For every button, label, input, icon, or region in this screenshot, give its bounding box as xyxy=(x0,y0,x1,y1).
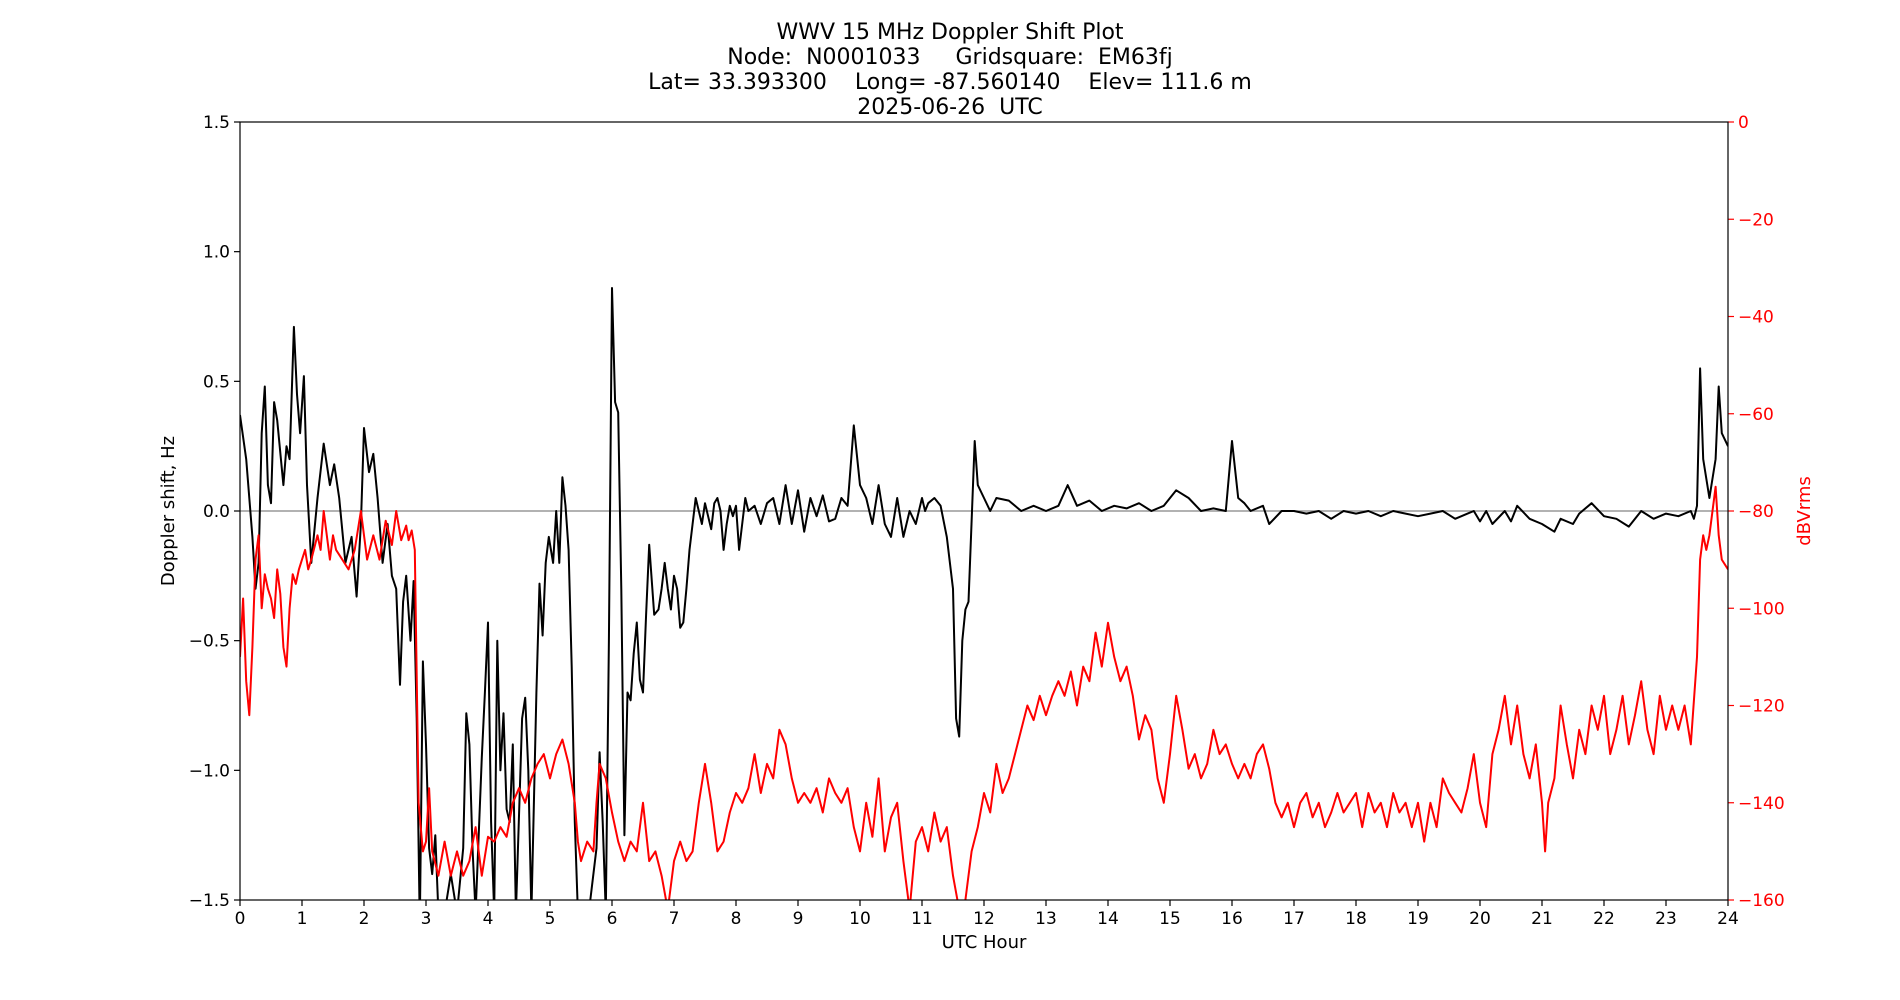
x-tick-label: 10 xyxy=(849,909,871,929)
y-axis-label-left: Doppler shift, Hz xyxy=(158,436,179,586)
x-tick-label: 21 xyxy=(1531,909,1553,929)
power-series-line xyxy=(240,485,1728,900)
x-tick-label: 0 xyxy=(235,909,246,929)
x-tick-label: 5 xyxy=(545,909,556,929)
y-right-tick-label: −80 xyxy=(1738,502,1774,522)
y-right-tick-label: −60 xyxy=(1738,405,1774,425)
x-tick-label: 15 xyxy=(1159,909,1181,929)
x-tick-label: 17 xyxy=(1283,909,1305,929)
x-tick-label: 1 xyxy=(297,909,308,929)
y-right-tick-label: −140 xyxy=(1738,794,1785,814)
x-tick-label: 2 xyxy=(359,909,370,929)
y-left-tick-label: 1.5 xyxy=(203,113,230,133)
y-left-tick-label: −0.5 xyxy=(189,632,230,652)
y-right-tick-label: −20 xyxy=(1738,210,1774,230)
y-left-tick-label: −1.5 xyxy=(189,891,230,911)
title-line-1: WWV 15 MHz Doppler Shift Plot xyxy=(776,20,1124,45)
x-tick-label: 9 xyxy=(793,909,804,929)
y-right-tick-label: −40 xyxy=(1738,308,1774,328)
x-tick-label: 24 xyxy=(1717,909,1739,929)
y-left-tick-label: 0.5 xyxy=(203,372,230,392)
y-left-tick-label: −1.0 xyxy=(189,761,230,781)
x-tick-label: 11 xyxy=(911,909,933,929)
x-axis-label: UTC Hour xyxy=(942,932,1027,953)
x-tick-label: 7 xyxy=(669,909,680,929)
y-right-tick-label: −160 xyxy=(1738,891,1785,911)
x-tick-label: 12 xyxy=(973,909,995,929)
title-line-3: Lat= 33.393300 Long= -87.560140 Elev= 11… xyxy=(648,70,1252,95)
x-tick-label: 6 xyxy=(607,909,618,929)
x-tick-label: 4 xyxy=(483,909,494,929)
x-tick-label: 3 xyxy=(421,909,432,929)
y-right-tick-label: −120 xyxy=(1738,697,1785,717)
x-tick-label: 22 xyxy=(1593,909,1615,929)
x-tick-label: 16 xyxy=(1221,909,1243,929)
y-left-tick-label: 0.0 xyxy=(203,502,230,522)
x-tick-label: 8 xyxy=(731,909,742,929)
y-left-tick-label: 1.0 xyxy=(203,243,230,263)
x-tick-label: 13 xyxy=(1035,909,1057,929)
chart-title: WWV 15 MHz Doppler Shift Plot Node: N000… xyxy=(0,20,1900,120)
x-tick-label: 23 xyxy=(1655,909,1677,929)
x-tick-label: 19 xyxy=(1407,909,1429,929)
y-right-tick-label: −100 xyxy=(1738,599,1785,619)
x-tick-label: 18 xyxy=(1345,909,1367,929)
x-tick-label: 14 xyxy=(1097,909,1119,929)
title-line-2: Node: N0001033 Gridsquare: EM63fj xyxy=(727,45,1173,70)
doppler-series-line xyxy=(240,287,1728,900)
y-axis-label-right: dBVrms xyxy=(1794,476,1815,546)
y-right-tick-label: 0 xyxy=(1738,113,1749,133)
x-tick-label: 20 xyxy=(1469,909,1491,929)
title-line-4: 2025-06-26 UTC xyxy=(857,95,1043,120)
plot-frame xyxy=(239,121,1729,901)
